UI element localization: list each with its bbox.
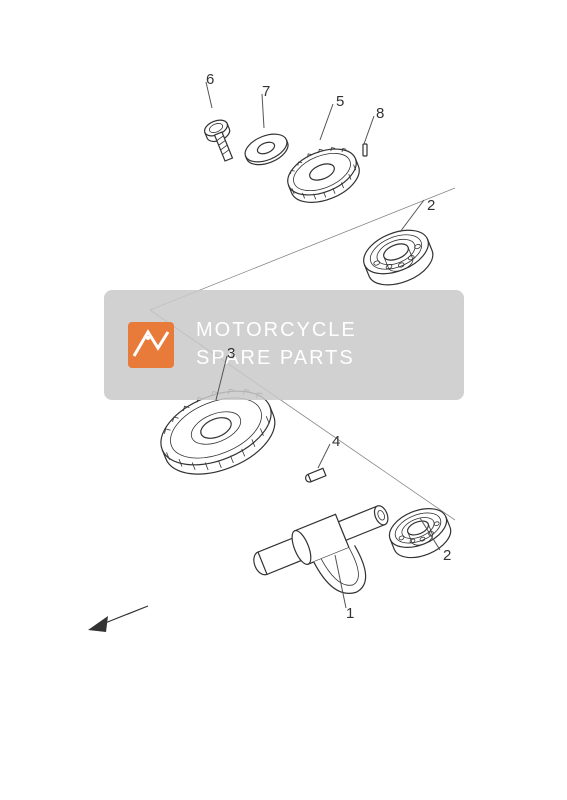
part-pin xyxy=(363,144,367,156)
callout-2-upper: 2 xyxy=(427,197,435,214)
callout-1: 1 xyxy=(346,605,354,622)
part-bolt xyxy=(202,117,240,164)
callout-4: 4 xyxy=(332,433,340,450)
callout-7: 7 xyxy=(262,83,270,100)
watermark: MOTORCYCLE SPARE PARTS xyxy=(104,290,464,400)
part-balancer-shaft xyxy=(248,496,410,623)
callout-3: 3 xyxy=(227,345,235,362)
callout-8: 8 xyxy=(376,105,384,122)
diagram-stage: { "canvas": { "width": 567, "height": 80… xyxy=(0,0,567,800)
part-key xyxy=(304,468,326,483)
part-washer xyxy=(241,129,292,171)
watermark-line2: SPARE PARTS xyxy=(196,347,355,369)
callout-6: 6 xyxy=(206,71,214,88)
part-bearing-upper xyxy=(357,222,439,294)
parts-diagram-svg: MOTORCYCLE SPARE PARTS 1 2 2 3 4 5 6 7 8 xyxy=(0,0,567,800)
watermark-line1: MOTORCYCLE xyxy=(196,319,357,341)
direction-arrow xyxy=(88,606,148,632)
callout-5: 5 xyxy=(336,93,344,110)
callout-2-lower: 2 xyxy=(443,547,451,564)
part-gear-small xyxy=(280,138,365,211)
